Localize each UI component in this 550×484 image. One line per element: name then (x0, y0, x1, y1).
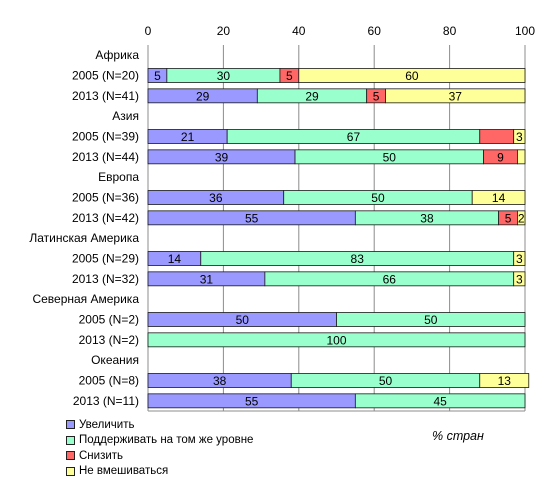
row-label: 2005 (N=29) (72, 252, 139, 266)
data-label: 50 (371, 191, 385, 205)
row-label: 2005 (N=36) (72, 191, 139, 205)
bar-segment-no-intervention (517, 210, 526, 226)
data-label: 21 (181, 130, 195, 144)
legend-swatch-reduce (66, 451, 75, 461)
data-label: 3 (516, 272, 523, 286)
data-label: 2 (518, 211, 525, 225)
bar-segment-no-intervention (513, 271, 526, 287)
x-tick-label: 40 (292, 24, 306, 38)
row-label: 2013 (N=2) (79, 333, 139, 347)
row-label: 2013 (N=41) (72, 89, 139, 103)
x-unit-label: % стран (432, 429, 484, 443)
data-label: 50 (383, 150, 397, 164)
row-label: 2005 (N=20) (72, 69, 139, 83)
bar-segment-no-intervention (471, 190, 526, 205)
legend-item-no-intervention: Не вмешиваться (66, 464, 253, 480)
legend-label-reduce: Снизить (79, 449, 124, 462)
data-label: 3 (516, 130, 523, 144)
group-label: Океания (91, 353, 139, 367)
data-label: 39 (215, 150, 229, 164)
x-tick-label: 0 (145, 24, 152, 38)
bar-segment-no-intervention (385, 88, 526, 104)
row-label: 2013 (N=11) (73, 394, 139, 408)
row-label: 2013 (N=42) (72, 211, 139, 225)
group-label: Латинская Америка (29, 231, 139, 245)
x-tick-label: 20 (217, 24, 231, 38)
legend-item-maintain: Поддерживать на том же уровне (66, 433, 253, 449)
x-tick-label: 80 (443, 24, 457, 38)
group-label: Северная Америка (32, 292, 139, 306)
data-label: 29 (196, 89, 210, 103)
bar-segment-maintain (354, 393, 526, 409)
data-label: 38 (213, 374, 227, 388)
data-label: 5 (373, 89, 380, 103)
data-label: 37 (449, 89, 463, 103)
data-label: 14 (492, 191, 506, 205)
data-label: 67 (347, 130, 361, 144)
data-label: 50 (379, 374, 393, 388)
row-label: 2013 (N=32) (72, 272, 139, 286)
data-label: 45 (433, 394, 447, 408)
group-label: Африка (95, 48, 139, 62)
legend: Увеличить Поддерживать на том же уровне … (66, 417, 253, 479)
legend-item-reduce: Снизить (66, 448, 253, 464)
bar-segment-maintain (147, 332, 526, 348)
legend-swatch-increase (66, 420, 75, 430)
data-label: 29 (305, 89, 319, 103)
legend-item-increase: Увеличить (66, 417, 253, 433)
legend-swatch-no-intervention (66, 466, 75, 476)
row-label: 2013 (N=44) (72, 150, 139, 164)
data-label: 30 (217, 69, 231, 83)
data-label: 60 (405, 69, 419, 83)
data-label: 31 (200, 272, 214, 286)
bar-segment-no-intervention (513, 129, 526, 144)
legend-swatch-maintain (66, 435, 75, 445)
data-label: 55 (245, 394, 259, 408)
data-label: 55 (245, 211, 259, 225)
data-label: 5 (154, 69, 161, 83)
data-label: 36 (209, 191, 223, 205)
bar-segment-reduce (479, 129, 515, 144)
data-label: 38 (420, 211, 434, 225)
data-label: 9 (497, 150, 504, 164)
bar-segment-no-intervention (479, 373, 530, 388)
x-tick-label: 100 (515, 24, 535, 38)
data-label: 13 (498, 374, 512, 388)
bar-segment-no-intervention (513, 251, 526, 266)
data-label: 66 (383, 272, 397, 286)
legend-label-increase: Увеличить (79, 418, 135, 431)
data-label: 14 (168, 252, 182, 266)
row-label: 2005 (N=2) (79, 313, 139, 327)
bar-segment-no-intervention (517, 149, 526, 165)
bar-segment-no-intervention (298, 68, 526, 83)
data-label: 5 (505, 211, 512, 225)
data-label: 50 (424, 313, 438, 327)
data-label: 3 (516, 252, 523, 266)
data-label: 100 (326, 333, 346, 347)
data-label: 50 (236, 313, 250, 327)
legend-label-maintain: Поддерживать на том же уровне (79, 434, 254, 447)
bar-segment-maintain (336, 312, 526, 327)
legend-label-no-intervention: Не вмешиваться (79, 465, 169, 478)
group-label: Европа (98, 170, 139, 184)
data-label: 83 (351, 252, 365, 266)
group-label: Азия (112, 109, 139, 123)
x-tick-label: 60 (368, 24, 382, 38)
row-label: 2005 (N=8) (79, 374, 139, 388)
row-label: 2005 (N=39) (72, 130, 139, 144)
data-label: 5 (286, 69, 293, 83)
